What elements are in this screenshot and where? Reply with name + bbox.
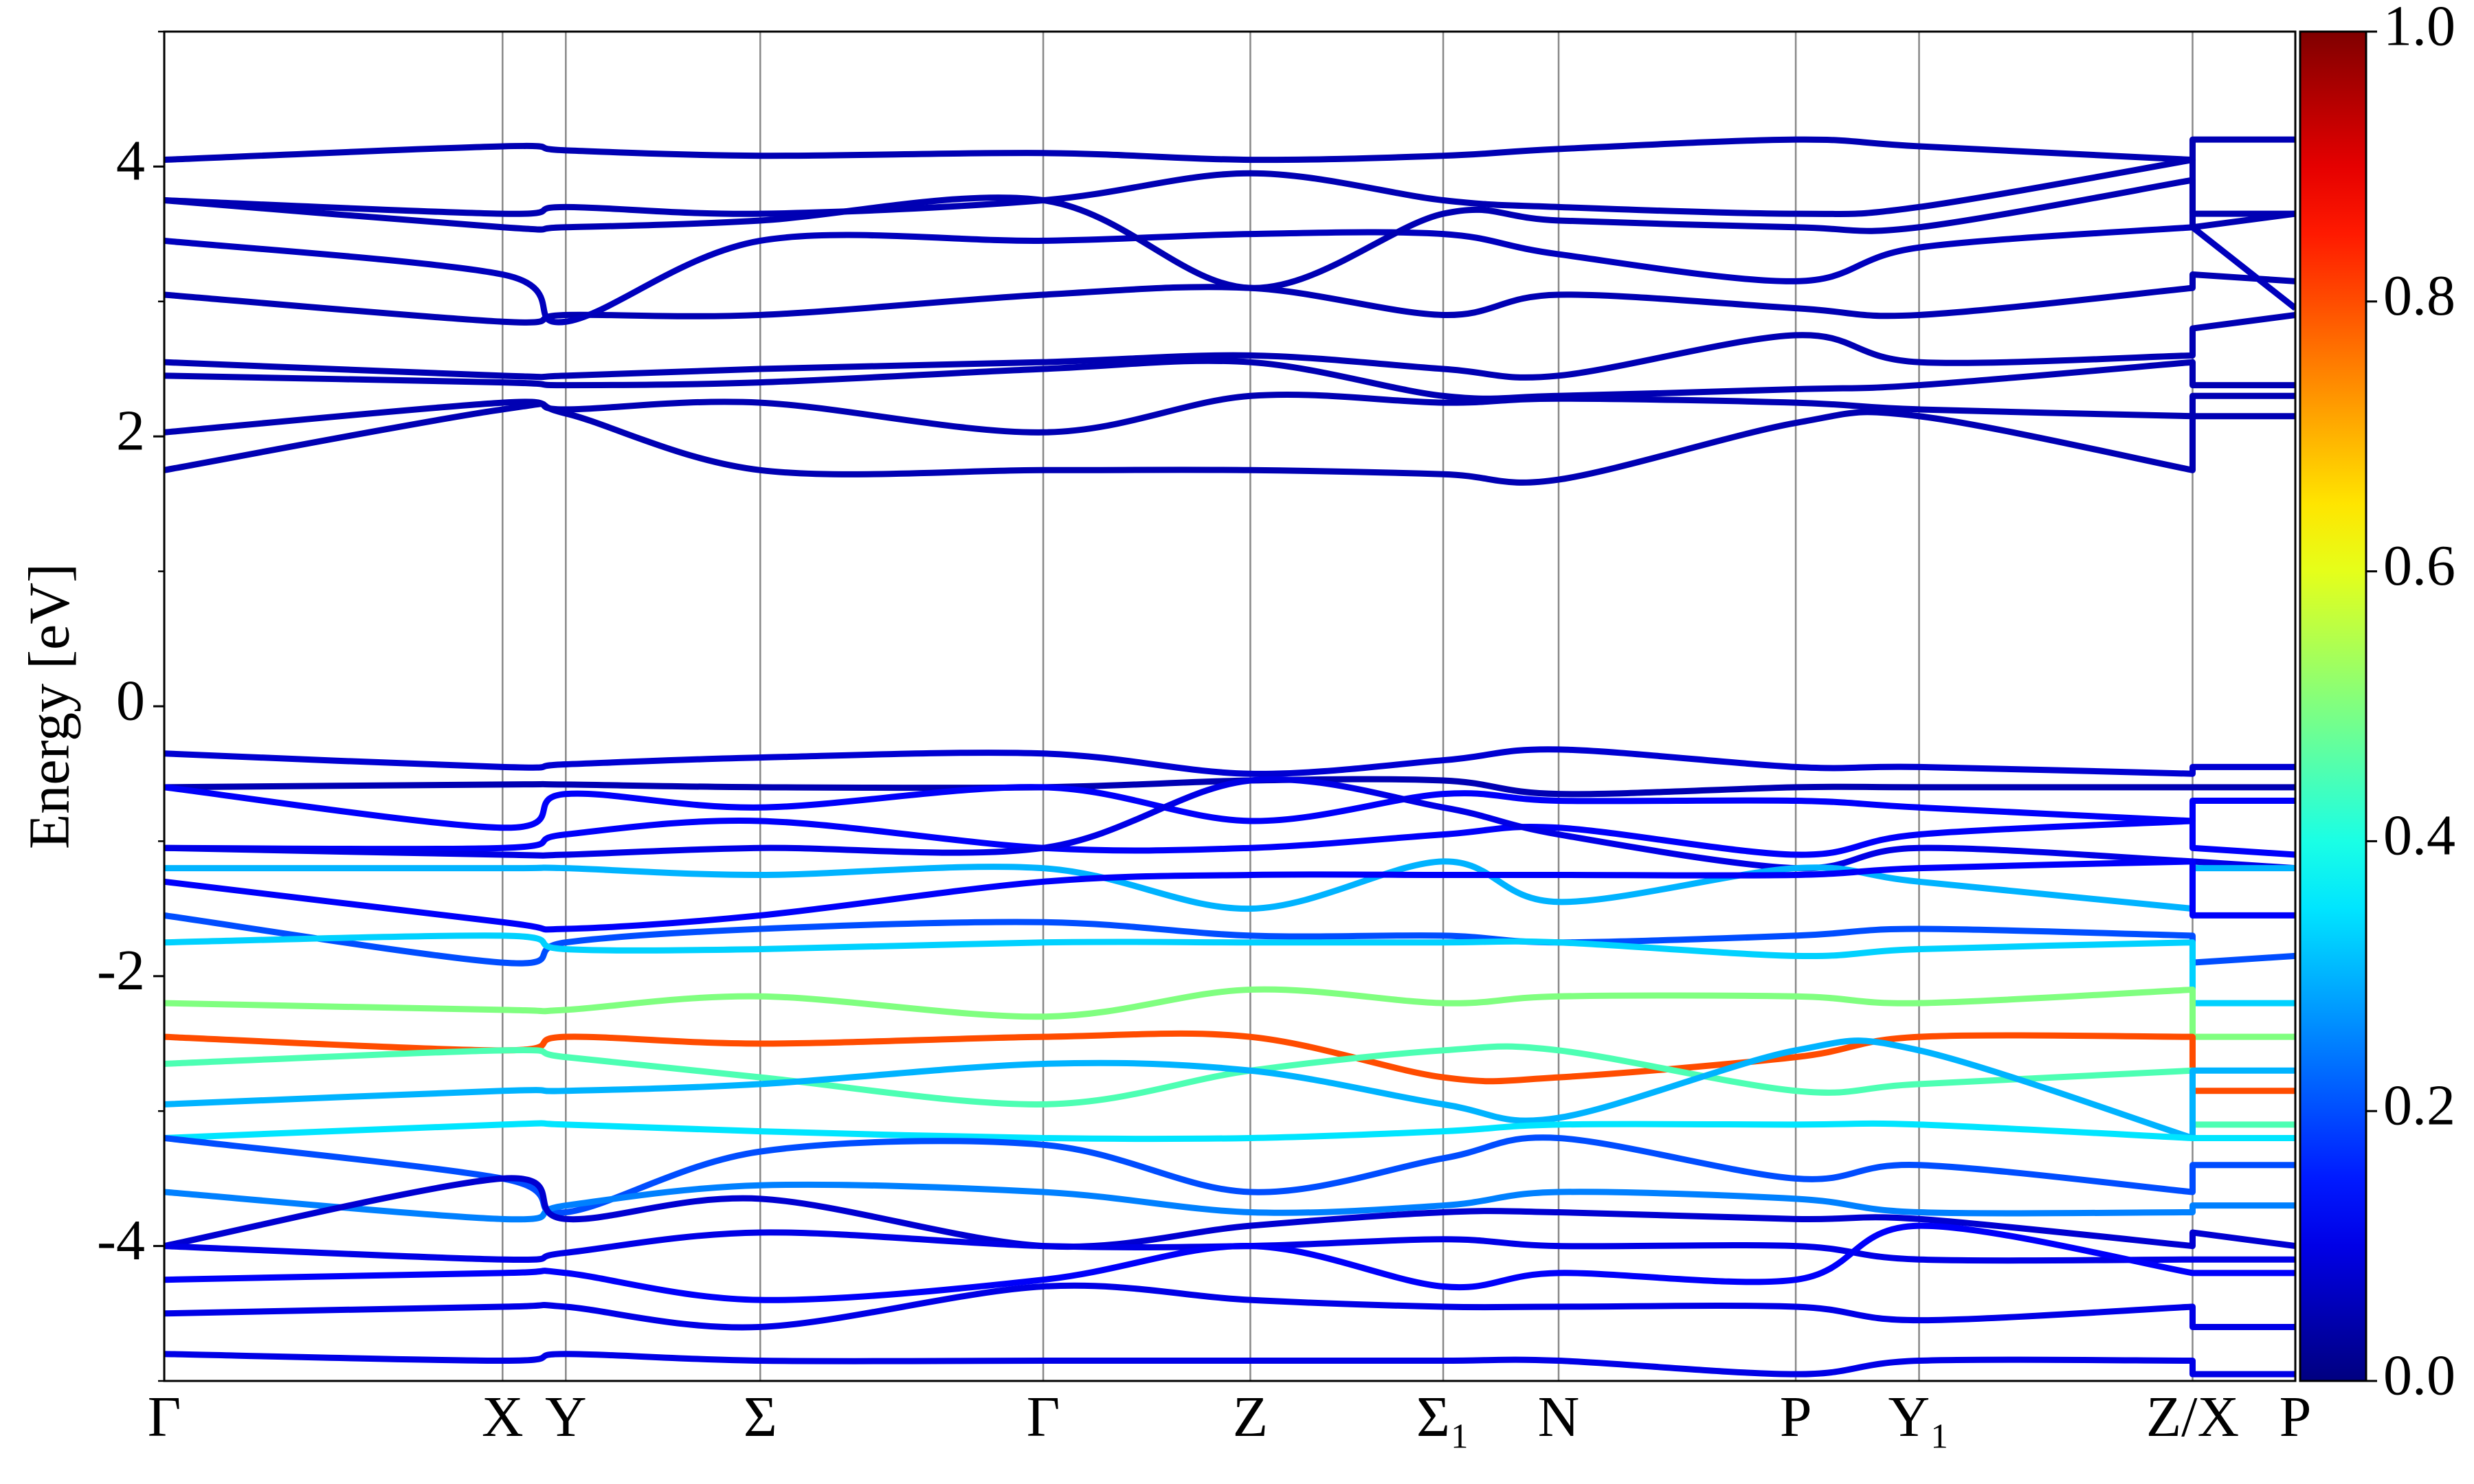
band bbox=[164, 1043, 2295, 1128]
band bbox=[164, 401, 2295, 486]
x-tick-label: Γ bbox=[148, 1385, 181, 1449]
band bbox=[164, 224, 2295, 326]
x-tick-label: P bbox=[2280, 1385, 2312, 1449]
x-tick-label: N bbox=[1538, 1385, 1580, 1449]
colorbar-tick-label: 0.4 bbox=[2383, 804, 2455, 868]
colorbar-tick-label: 0.8 bbox=[2383, 264, 2455, 328]
band bbox=[164, 271, 2295, 326]
y-axis-label: Energy [eV] bbox=[17, 563, 81, 849]
x-tick-label: P bbox=[1780, 1385, 1812, 1449]
band bbox=[164, 818, 2295, 858]
band bbox=[164, 136, 2295, 164]
band bbox=[164, 746, 2295, 777]
colorbar bbox=[2299, 30, 2367, 1382]
x-tick-label: Y bbox=[545, 1385, 587, 1449]
x-tick-label: Σ₁ bbox=[1416, 1385, 1470, 1449]
band bbox=[164, 1282, 2295, 1331]
x-tick-label: Z/X bbox=[2146, 1385, 2239, 1449]
band bbox=[164, 1030, 2295, 1094]
y-tick-label: 2 bbox=[116, 398, 145, 462]
band bbox=[164, 912, 2295, 967]
band bbox=[164, 1037, 2295, 1141]
band bbox=[164, 1181, 2295, 1223]
band bbox=[164, 784, 2295, 831]
y-tick-label: -4 bbox=[97, 1208, 145, 1272]
band bbox=[164, 1134, 2295, 1216]
x-tick-label: X bbox=[482, 1385, 524, 1449]
band bbox=[164, 1175, 2295, 1250]
x-tick-label: Γ bbox=[1027, 1385, 1060, 1449]
band bbox=[164, 986, 2295, 1040]
band bbox=[164, 858, 2295, 912]
colorbar-tick-label: 0.0 bbox=[2383, 1343, 2455, 1407]
band bbox=[164, 357, 2295, 402]
band bbox=[164, 177, 2295, 291]
band bbox=[164, 776, 2295, 872]
y-tick-label: -2 bbox=[97, 938, 145, 1002]
band bbox=[164, 1120, 2295, 1143]
band bbox=[164, 157, 2295, 217]
bands bbox=[164, 136, 2295, 1378]
colorbar-tick-label: 0.6 bbox=[2383, 534, 2455, 598]
colorbar-tick-label: 0.2 bbox=[2383, 1073, 2455, 1137]
x-tick-label: Z bbox=[1233, 1385, 1268, 1449]
y-tick-label: 0 bbox=[116, 668, 145, 732]
band bbox=[164, 1222, 2295, 1303]
band bbox=[164, 311, 2295, 381]
x-tick-label: Y₁ bbox=[1888, 1385, 1950, 1449]
y-tick-label: 4 bbox=[116, 129, 145, 193]
band bbox=[164, 932, 2295, 1007]
band bbox=[164, 1351, 2295, 1378]
colorbar-tick-label: 1.0 bbox=[2383, 0, 2455, 58]
band bbox=[164, 391, 2295, 436]
band bbox=[164, 858, 2295, 933]
x-tick-label: Σ bbox=[744, 1385, 777, 1449]
